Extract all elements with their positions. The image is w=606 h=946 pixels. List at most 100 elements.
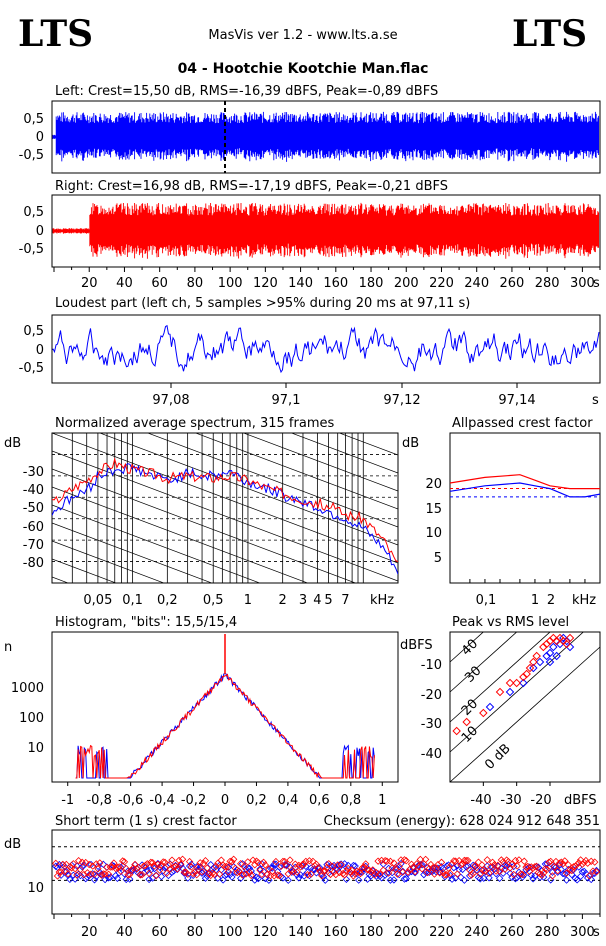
st-point — [215, 870, 224, 878]
st-point — [379, 866, 388, 874]
st-point — [506, 864, 514, 872]
st-point — [180, 868, 189, 876]
spectrum-slope — [290, 433, 398, 474]
logo-left: LTS — [18, 13, 93, 55]
st-point — [147, 858, 155, 867]
spectrum-slope — [98, 433, 398, 546]
st-point — [478, 861, 486, 869]
ap-ytick-1: 15 — [425, 502, 442, 517]
peak-rms-point — [522, 669, 531, 679]
spectrum-xtick-label: 0,2 — [157, 593, 178, 608]
st-point — [127, 866, 136, 874]
spectrum-xtick-label: 3 — [299, 593, 307, 608]
spectrum-slope — [242, 433, 398, 492]
spectrum-slope — [52, 486, 309, 583]
st-point — [242, 870, 250, 878]
st-point — [448, 875, 456, 883]
pr-xtick-1: -30 — [500, 793, 521, 808]
st-point — [531, 863, 539, 871]
peak-rms-point — [545, 648, 555, 658]
st-point — [460, 876, 469, 884]
spectrum-series-0 — [52, 463, 398, 575]
hist-xtick-label: 1 — [378, 793, 386, 808]
st-xtick-label: 120 — [253, 925, 278, 940]
loud-ytick-2: -0,5 — [19, 361, 44, 376]
wave-xtick-label: 300 — [570, 276, 595, 291]
ap-xunit: kHz — [572, 593, 596, 608]
left-waveform-panel: 0,5 0 -0,5 — [19, 100, 601, 174]
st-point — [207, 871, 215, 880]
peak-rms-point — [555, 633, 565, 643]
st-point — [485, 874, 493, 882]
loud-ytick-1: 0 — [36, 343, 44, 358]
crest-line-label: 0 dB — [482, 741, 514, 773]
st-point — [175, 856, 183, 865]
spectrum-slope — [146, 433, 398, 528]
st-point — [480, 874, 488, 882]
st-point — [517, 870, 525, 878]
st-point — [384, 869, 393, 877]
st-point — [60, 862, 69, 871]
spec-ytick-4: -70 — [23, 538, 44, 553]
st-point — [483, 856, 491, 864]
st-point — [376, 870, 384, 878]
st-point — [351, 862, 359, 870]
peak-rms-point — [565, 633, 575, 643]
st-point — [462, 856, 470, 865]
st-point — [62, 867, 71, 876]
st-point — [259, 858, 268, 867]
st-point — [71, 865, 79, 873]
st-point — [578, 868, 587, 876]
st-point — [127, 867, 136, 875]
st-point — [129, 866, 137, 874]
histogram-series-1 — [75, 673, 375, 779]
st-point — [421, 855, 430, 864]
st-point — [499, 858, 507, 866]
st-point — [120, 858, 129, 866]
st-point — [355, 876, 363, 884]
st-xtick-label: 20 — [81, 925, 98, 940]
st-xtick-label: 180 — [359, 925, 384, 940]
st-point — [55, 868, 63, 876]
st-point — [464, 856, 472, 865]
st-point — [407, 860, 416, 868]
wave-xtick-label: 280 — [535, 276, 560, 291]
st-point — [284, 870, 292, 878]
hist-xtick-label: 0,8 — [340, 793, 361, 808]
st-point — [437, 858, 446, 867]
st-point — [446, 869, 454, 878]
short-term-ylabel: dB — [4, 837, 21, 852]
spec-ytick-2: -50 — [23, 501, 44, 516]
ap-xtick-2: 2 — [547, 593, 555, 608]
st-point — [245, 864, 254, 872]
st-point — [159, 858, 167, 866]
st-point — [113, 863, 122, 871]
st-point — [399, 868, 407, 876]
allpassed-ylabel: dB — [402, 436, 419, 451]
st-point — [282, 862, 291, 870]
histogram-panel: n 1000 100 10 -1 -0,8 -0,6 -0,4 -0,2 0 0,2 0,4 0… — [4, 631, 399, 808]
peak-rms-ylabel: dBFS — [400, 638, 433, 653]
allpassed-title: Allpassed crest factor — [452, 416, 593, 431]
spec-ytick-1: -40 — [23, 483, 44, 498]
st-point — [508, 860, 516, 869]
ap-series-1 — [449, 474, 600, 490]
st-point — [362, 860, 370, 868]
spectrum-xtick-label: 1 — [244, 593, 252, 608]
st-point — [582, 856, 590, 865]
st-point — [240, 862, 248, 871]
st-point — [568, 866, 576, 875]
wave-xtick-label: 160 — [323, 276, 348, 291]
wave-xtick-label: 220 — [429, 276, 454, 291]
st-point — [510, 870, 518, 879]
st-point — [390, 859, 398, 867]
spectrum-slope — [52, 433, 398, 564]
spectrum-slope — [52, 558, 117, 583]
st-point — [171, 862, 180, 870]
st-point — [200, 859, 208, 868]
st-point — [562, 876, 571, 884]
st-point — [404, 868, 412, 876]
st-xtick-label: 100 — [218, 925, 243, 940]
st-point — [254, 874, 262, 883]
st-point — [494, 861, 502, 869]
